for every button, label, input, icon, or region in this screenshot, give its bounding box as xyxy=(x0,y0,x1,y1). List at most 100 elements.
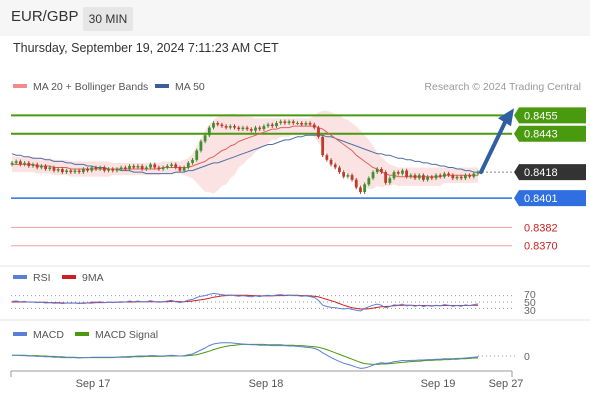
candle-body xyxy=(472,173,476,177)
candle xyxy=(157,165,161,171)
candle xyxy=(396,170,400,176)
candle xyxy=(174,162,178,170)
candle-body xyxy=(371,172,375,179)
candle xyxy=(245,125,249,131)
candle xyxy=(346,173,350,179)
candle-body xyxy=(459,176,463,179)
candle xyxy=(60,167,64,174)
candle xyxy=(216,121,220,127)
candle xyxy=(170,162,173,168)
candle-body xyxy=(438,175,442,177)
candle-body xyxy=(333,164,337,168)
price-label-text: 0.8418 xyxy=(524,167,558,179)
candle-body xyxy=(144,167,148,170)
candle xyxy=(18,159,22,167)
candle-body xyxy=(199,141,203,151)
candle xyxy=(73,168,77,174)
candle-body xyxy=(77,170,81,173)
candle-body xyxy=(233,126,236,128)
candle xyxy=(195,148,199,162)
candle xyxy=(56,167,60,173)
candle-body xyxy=(392,172,396,179)
candle xyxy=(44,164,47,171)
candle xyxy=(136,164,140,170)
candle-body xyxy=(216,123,220,125)
candle xyxy=(98,165,102,171)
rsi-tick-50: 50 xyxy=(524,297,536,309)
timeframe-button[interactable]: 30 MIN xyxy=(83,7,133,31)
candle-body xyxy=(401,170,404,174)
candle-body xyxy=(73,170,77,173)
ma50-line xyxy=(11,134,478,175)
legend-rsi-swatch xyxy=(13,275,27,279)
candle-body xyxy=(182,167,186,171)
candle xyxy=(132,164,136,170)
candle xyxy=(367,176,371,187)
price-label-box xyxy=(514,190,586,207)
candle xyxy=(266,122,270,128)
candle-body xyxy=(220,124,224,127)
candle xyxy=(312,122,316,130)
candle-body xyxy=(249,129,253,131)
candle xyxy=(363,182,367,194)
candle-body xyxy=(86,169,89,171)
candle-body xyxy=(18,161,22,165)
candle xyxy=(451,173,455,181)
candle-body xyxy=(279,121,283,124)
candle-body xyxy=(384,172,388,183)
candle xyxy=(405,168,409,179)
candle-body xyxy=(417,175,421,179)
candle-body xyxy=(254,127,257,131)
legend-macd-label: MACD xyxy=(33,329,64,341)
candle xyxy=(241,125,245,131)
candle-body xyxy=(388,178,392,183)
candle-body xyxy=(186,162,190,168)
candle-body xyxy=(94,167,98,170)
candle-body xyxy=(212,123,215,128)
candle xyxy=(359,185,362,194)
candle xyxy=(371,170,375,181)
price-label-box xyxy=(514,164,586,181)
candle xyxy=(375,167,379,174)
price-label-0.8382: 0.8382 xyxy=(524,222,558,234)
candle-body xyxy=(98,167,102,170)
candle-body xyxy=(102,167,106,171)
candle xyxy=(90,165,94,173)
header-bar: EUR/GBP 30 MIN xyxy=(0,0,590,36)
candle-body xyxy=(258,127,262,130)
candle xyxy=(153,162,157,170)
candle-body xyxy=(140,165,144,170)
candle xyxy=(270,122,274,128)
candle xyxy=(65,168,68,174)
timestamp: Thursday, September 19, 2024 7:11:23 AM … xyxy=(13,41,279,55)
candle xyxy=(27,161,31,168)
candle-body xyxy=(455,176,459,179)
candle xyxy=(329,157,333,167)
price-label-text: 0.8370 xyxy=(524,241,558,253)
candle-body xyxy=(115,169,119,171)
candle-body xyxy=(44,165,47,170)
candle-body xyxy=(119,167,123,170)
candle xyxy=(14,159,18,165)
candle xyxy=(296,121,299,125)
candle-body xyxy=(283,121,287,124)
candle-body xyxy=(350,175,354,180)
price-label-text: 0.8401 xyxy=(524,193,558,205)
candle-body xyxy=(468,175,472,177)
candle-body xyxy=(443,173,446,177)
candle xyxy=(102,165,106,173)
candle xyxy=(321,134,325,158)
rsi-line xyxy=(11,292,479,312)
price-label-0.8418: 0.8418 xyxy=(514,164,586,181)
forecast-arrow-shaft xyxy=(479,118,508,175)
candle-body xyxy=(136,165,140,168)
candle xyxy=(333,162,337,170)
candle xyxy=(275,121,278,128)
candle xyxy=(149,162,152,170)
candle xyxy=(417,173,421,181)
candle-body xyxy=(228,126,232,128)
candle-body xyxy=(237,127,241,130)
candle-body xyxy=(367,178,371,185)
candle xyxy=(10,161,14,167)
